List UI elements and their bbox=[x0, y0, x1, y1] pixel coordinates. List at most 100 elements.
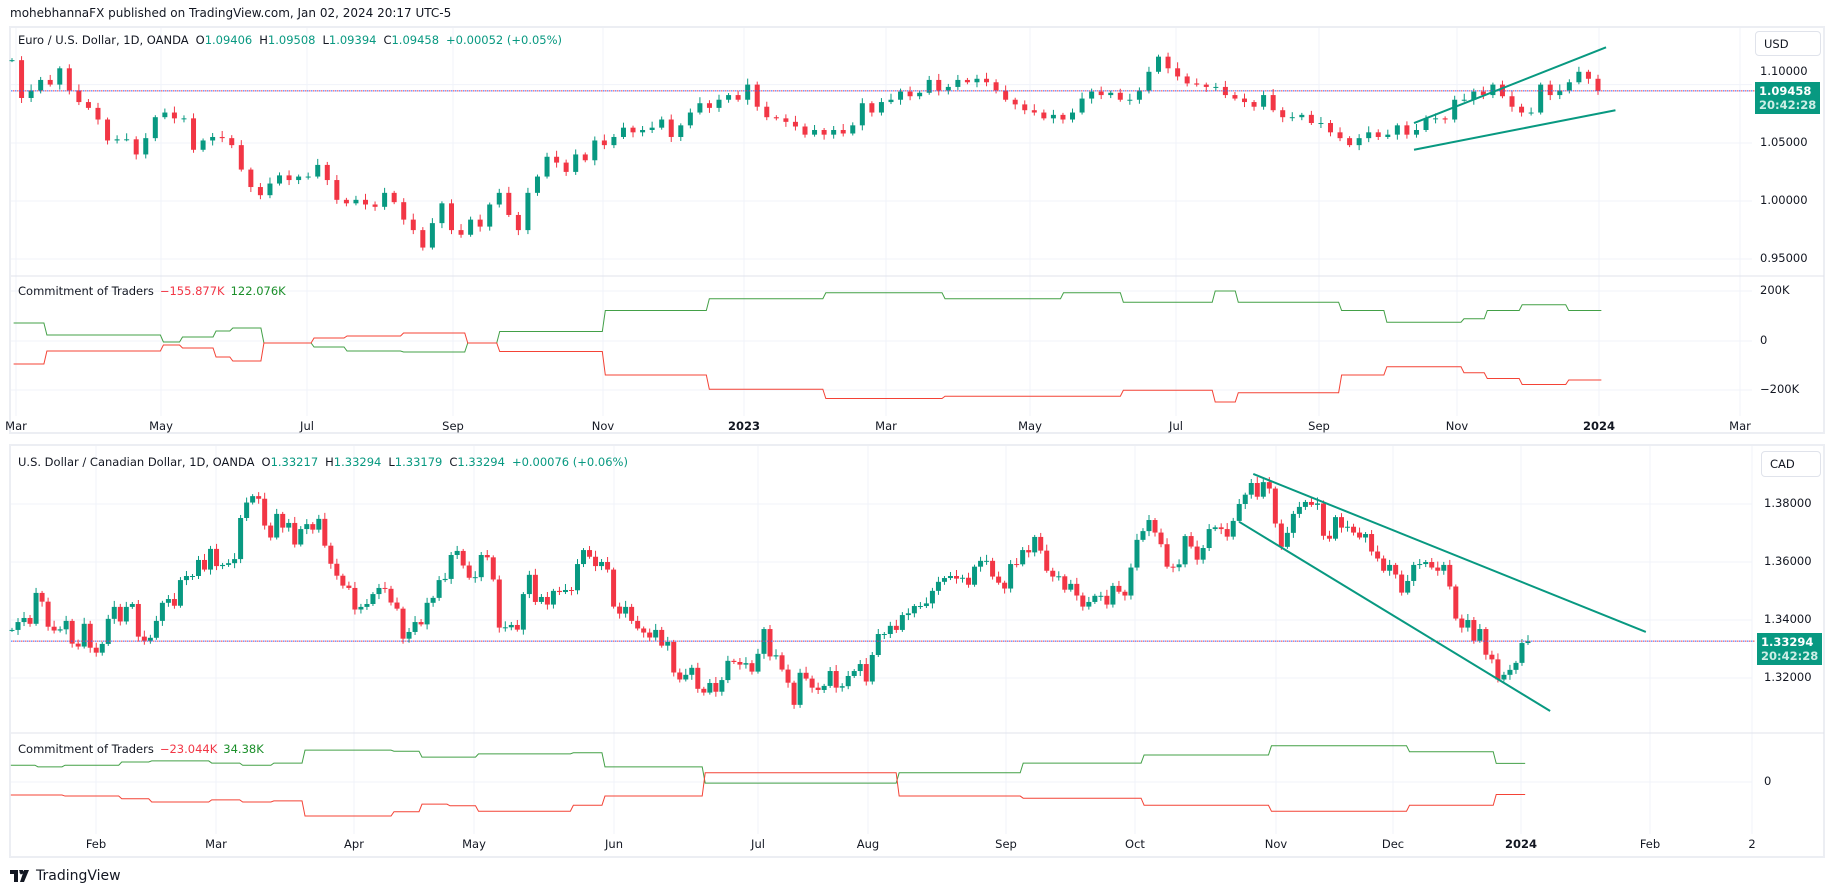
candle-body bbox=[141, 636, 147, 641]
eurusd-cot-legend[interactable]: Commitment of Traders −155.877K 122.076K bbox=[18, 284, 286, 298]
candle bbox=[1538, 82, 1544, 115]
candle-body bbox=[701, 688, 707, 693]
candle-body bbox=[45, 601, 51, 627]
candle bbox=[458, 224, 464, 238]
candle-body bbox=[773, 655, 779, 657]
candle-body bbox=[966, 577, 972, 585]
symbol-title[interactable]: Euro / U.S. Dollar, 1D, OANDA bbox=[18, 33, 189, 47]
candle bbox=[611, 567, 617, 609]
candle bbox=[1014, 558, 1020, 568]
candle-body bbox=[75, 643, 81, 647]
candle-body bbox=[1188, 536, 1194, 547]
candle-body bbox=[310, 524, 316, 530]
usdcad-cot-legend[interactable]: Commitment of Traders −23.044K 34.38K bbox=[18, 742, 264, 756]
candle-body bbox=[1020, 550, 1026, 565]
candle bbox=[418, 619, 424, 627]
candle bbox=[767, 625, 773, 661]
candle bbox=[941, 576, 947, 585]
candle bbox=[611, 133, 617, 149]
candle bbox=[111, 600, 117, 624]
candle bbox=[250, 494, 256, 505]
candle-body bbox=[191, 118, 197, 150]
candle-body bbox=[152, 117, 158, 139]
candle-body bbox=[1519, 643, 1525, 663]
usdcad-chart-pane[interactable] bbox=[9, 444, 1825, 858]
candle bbox=[1369, 530, 1375, 556]
candle-body bbox=[791, 682, 797, 705]
candle bbox=[1108, 90, 1114, 99]
tradingview-logo[interactable]: TradingView bbox=[10, 868, 121, 884]
candle bbox=[85, 99, 91, 110]
candle-body bbox=[1212, 527, 1218, 530]
candle bbox=[1188, 532, 1194, 549]
candle bbox=[208, 545, 214, 575]
candle bbox=[1110, 582, 1116, 608]
low-label: L bbox=[388, 455, 395, 469]
candle bbox=[792, 115, 798, 131]
candle-body bbox=[487, 204, 493, 227]
candle bbox=[1280, 107, 1286, 123]
candle bbox=[400, 606, 406, 644]
candle-body bbox=[1074, 583, 1080, 596]
candle-body bbox=[256, 496, 262, 499]
candle-body bbox=[1014, 564, 1020, 566]
candle bbox=[1278, 519, 1284, 550]
candle bbox=[202, 553, 208, 572]
candle-body bbox=[1501, 674, 1507, 680]
candle bbox=[1557, 84, 1563, 100]
candle bbox=[1218, 523, 1224, 535]
candle bbox=[1176, 559, 1182, 572]
candle bbox=[1423, 560, 1429, 568]
candle-body bbox=[129, 603, 135, 607]
candle bbox=[99, 641, 105, 656]
usdcad-legend: U.S. Dollar / Canadian Dollar, 1D, OANDA… bbox=[18, 455, 628, 469]
candle-body bbox=[1002, 582, 1008, 589]
candle bbox=[429, 218, 435, 250]
candle-body bbox=[1218, 527, 1224, 530]
candle bbox=[731, 658, 737, 664]
price-axis-label: 0.95000 bbox=[1760, 251, 1808, 265]
candle-body bbox=[556, 590, 562, 593]
candle bbox=[448, 199, 454, 235]
candle-body bbox=[250, 496, 256, 503]
currency-button-usd[interactable]: USD bbox=[1755, 31, 1821, 56]
candle-body bbox=[244, 502, 250, 518]
candle bbox=[859, 98, 865, 131]
candle-body bbox=[1290, 513, 1296, 533]
candle bbox=[76, 84, 82, 106]
candle-body bbox=[1375, 132, 1381, 137]
candle-body bbox=[305, 176, 311, 178]
candle bbox=[448, 552, 454, 584]
candle-body bbox=[95, 107, 101, 120]
candle-body bbox=[363, 199, 369, 205]
candle bbox=[372, 201, 378, 211]
symbol-title[interactable]: U.S. Dollar / Canadian Dollar, 1D, OANDA bbox=[18, 455, 255, 469]
open-value: 1.09406 bbox=[204, 33, 253, 47]
candle-body bbox=[821, 685, 827, 690]
candle bbox=[620, 122, 626, 139]
candle bbox=[238, 140, 244, 172]
candle-body bbox=[63, 620, 69, 630]
candle bbox=[1230, 517, 1236, 540]
candle bbox=[869, 651, 875, 685]
candle-body bbox=[764, 106, 770, 118]
candle-body bbox=[731, 660, 737, 662]
high-value: 1.09508 bbox=[267, 33, 316, 47]
candle-body bbox=[334, 180, 340, 200]
bar-countdown: 20:42:28 bbox=[1761, 649, 1819, 663]
candle bbox=[305, 172, 311, 180]
candle bbox=[1020, 547, 1026, 567]
candle-body bbox=[1158, 532, 1164, 545]
candle bbox=[391, 190, 397, 205]
candle bbox=[850, 122, 856, 136]
time-axis-label: May bbox=[1018, 419, 1042, 433]
candle-body bbox=[706, 103, 712, 108]
candle bbox=[526, 570, 532, 599]
candle-body bbox=[1459, 618, 1465, 628]
currency-button-cad[interactable]: CAD bbox=[1761, 451, 1821, 477]
candle-body bbox=[27, 617, 33, 624]
candle-body bbox=[1079, 98, 1085, 113]
eurusd-chart-pane[interactable] bbox=[9, 26, 1825, 434]
candle-body bbox=[1108, 92, 1114, 96]
